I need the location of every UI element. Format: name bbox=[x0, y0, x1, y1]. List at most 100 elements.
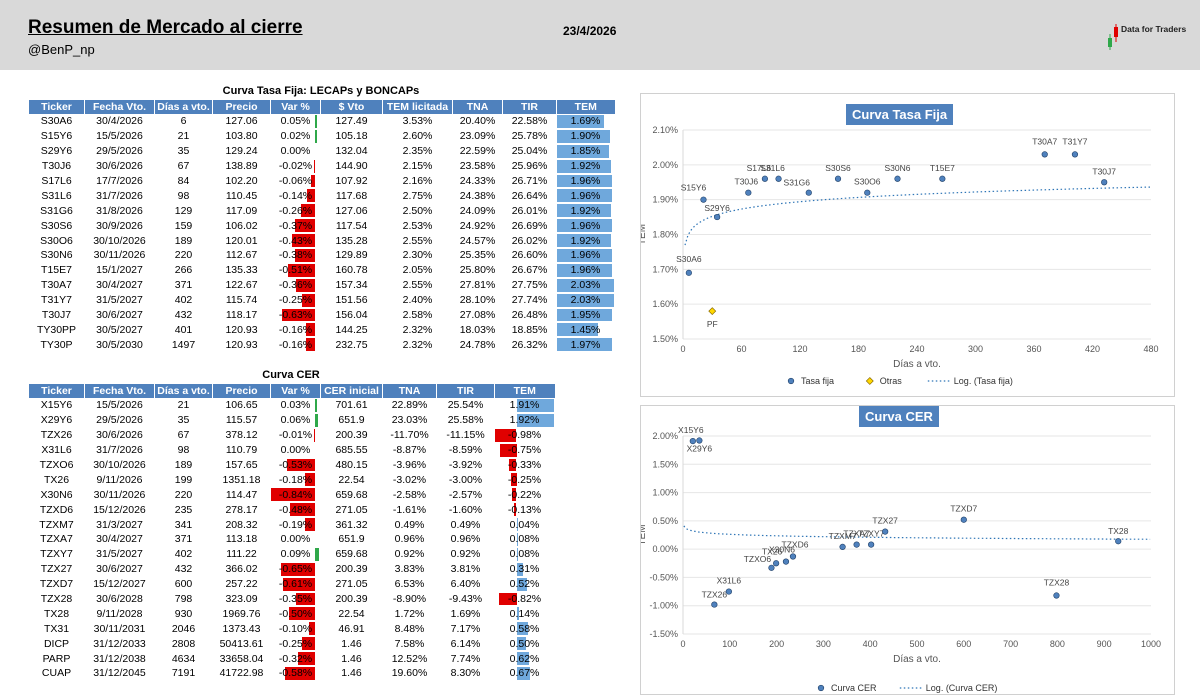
table-cell: 0.31% bbox=[495, 562, 555, 577]
cell-value: 157.65 bbox=[225, 459, 258, 471]
table-cell: 26.02% bbox=[503, 233, 557, 248]
cell-value: -0.38% bbox=[278, 249, 313, 262]
data-label: S31L6 bbox=[760, 163, 785, 173]
table-cell: 23.58% bbox=[453, 159, 503, 174]
table-row: S30N6 30/11/2026 220 112.67 -0.38% 129.89 2.30… bbox=[29, 248, 615, 263]
cell-value: 41722.98 bbox=[219, 667, 264, 680]
table-cell: 106.02 bbox=[213, 218, 271, 233]
cell-value: -0.98% bbox=[507, 429, 542, 442]
x-tick-label: 900 bbox=[1097, 639, 1112, 649]
table1-title: Curva Tasa Fija: LECAPs y BONCAPs bbox=[222, 85, 420, 97]
table-cell: 401 bbox=[155, 322, 213, 337]
cell-value: 0.04% bbox=[509, 518, 540, 531]
cell-value: S31G6 bbox=[40, 204, 73, 217]
table-row: TX28 9/11/2028 930 1969.76 -0.50% 22.54 1.72% 1… bbox=[29, 606, 555, 621]
table-cell: -1.61% bbox=[383, 502, 437, 517]
y-tick-label: 1.70% bbox=[652, 264, 678, 274]
data-point bbox=[714, 213, 721, 221]
x-tick-label: 700 bbox=[1003, 639, 1018, 649]
table-cell: 25.96% bbox=[503, 159, 557, 174]
data-point bbox=[882, 528, 889, 535]
cell-value: 110.45 bbox=[225, 189, 258, 202]
cell-value: -9.43% bbox=[448, 593, 483, 606]
cell-value: -0.16% bbox=[278, 323, 313, 336]
cell-value: 7.17% bbox=[450, 622, 481, 635]
cell-value: 50413.61 bbox=[219, 637, 264, 650]
cell-value: 0.08% bbox=[509, 533, 540, 546]
y-tick-label: 1.80% bbox=[652, 230, 678, 240]
table-cell: -0.82% bbox=[495, 592, 555, 607]
cell-value: 1.90% bbox=[570, 130, 601, 143]
table-cell: 18.03% bbox=[453, 322, 503, 337]
table-cell: 15/12/2026 bbox=[85, 502, 155, 517]
x-tick-label: 1000 bbox=[1141, 639, 1161, 649]
table-cell: 2.32% bbox=[383, 337, 453, 352]
data-label: X15Y6 bbox=[678, 425, 704, 435]
table-cell: 6.53% bbox=[383, 577, 437, 592]
table-cell: 341 bbox=[155, 517, 213, 532]
cell-value: 23.03% bbox=[391, 414, 428, 427]
table-row: S17L6 17/7/2026 84 102.20 -0.06% 107.92 2.16% 2… bbox=[29, 174, 615, 189]
cell-value: -0.82% bbox=[507, 593, 542, 606]
cell-value: -8.59% bbox=[448, 444, 483, 457]
change-bar bbox=[301, 204, 315, 218]
table-cell: 1.90% bbox=[556, 129, 615, 144]
cell-value: 26.32% bbox=[511, 338, 548, 351]
cell-value: 30/6/2026 bbox=[96, 160, 143, 173]
cell-value: 31/7/2026 bbox=[96, 189, 143, 202]
tem-bar bbox=[516, 622, 528, 636]
cell-value: 2.03% bbox=[570, 294, 601, 307]
cell-value: 138.89 bbox=[225, 160, 258, 173]
table-cell: 9/11/2028 bbox=[85, 606, 155, 621]
cell-value: 113.18 bbox=[225, 533, 258, 546]
cell-value: 7.58% bbox=[394, 637, 425, 650]
data-label: T30J7 bbox=[1092, 166, 1116, 176]
cell-value: 120.93 bbox=[225, 338, 258, 351]
cell-value: 30/5/2030 bbox=[96, 338, 143, 351]
cell-value: 27.75% bbox=[511, 279, 548, 292]
table-cell: 21 bbox=[155, 398, 213, 413]
table-cell: 2.60% bbox=[383, 129, 453, 144]
table-cell: 156.04 bbox=[321, 308, 383, 323]
cell-value: 3.53% bbox=[402, 115, 433, 128]
col-header: Fecha Vto. bbox=[84, 100, 155, 114]
cell-value: 0.00% bbox=[280, 145, 311, 158]
table-cell: -0.16% bbox=[271, 322, 321, 337]
table-cell: 2.50% bbox=[383, 203, 453, 218]
table-row: CUAP 31/12/2045 7191 41722.98 -0.58% 1.46 19.6… bbox=[29, 666, 555, 681]
table-cell: S31L6 bbox=[29, 188, 85, 203]
table-cell: 6.14% bbox=[437, 636, 495, 651]
table-cell: -1.60% bbox=[437, 502, 495, 517]
cell-value: -0.61% bbox=[278, 578, 313, 591]
cell-value: 235 bbox=[174, 503, 193, 516]
tem-bar bbox=[516, 667, 530, 680]
cell-value: 651.9 bbox=[338, 533, 365, 546]
table-cell: 30/4/2026 bbox=[85, 114, 155, 129]
table-cell: 105.18 bbox=[321, 129, 383, 144]
cell-value: TZXD7 bbox=[39, 578, 74, 591]
table-cell: 106.65 bbox=[213, 398, 271, 413]
table-cell: -0.32% bbox=[271, 651, 321, 666]
table-cell: 1.97% bbox=[556, 337, 615, 352]
cell-value: 25.96% bbox=[511, 160, 548, 173]
table-cell: 271.05 bbox=[321, 577, 383, 592]
table-row: TZX27 30/6/2027 432 366.02 -0.65% 200.39 3.83%… bbox=[29, 562, 555, 577]
table-row: TZXY7 31/5/2027 402 111.22 0.09% 659.68 0.92% 0… bbox=[29, 547, 555, 562]
table-cell: 2.58% bbox=[383, 308, 453, 323]
cell-value: -0.10% bbox=[278, 622, 313, 635]
cell-value: 30/11/2031 bbox=[93, 622, 146, 635]
cell-value: TZXD6 bbox=[39, 503, 74, 516]
table-row: PARP 31/12/2038 4634 33658.04 -0.32% 1.46 12.5… bbox=[29, 651, 555, 666]
cell-value: 127.06 bbox=[225, 115, 258, 128]
cell-value: 67 bbox=[177, 429, 190, 442]
cell-value: 1.46 bbox=[341, 667, 362, 680]
table-cell: TZX27 bbox=[29, 562, 85, 577]
cell-value: 25.04% bbox=[511, 145, 548, 158]
cell-value: 30/6/2026 bbox=[96, 429, 143, 442]
table-cell: 24.78% bbox=[453, 337, 503, 352]
table-cell: TX31 bbox=[29, 621, 85, 636]
cell-value: 25.80% bbox=[459, 264, 496, 277]
cell-value: 103.80 bbox=[225, 130, 258, 143]
change-bar bbox=[314, 428, 315, 442]
y-tick-label: 2.10% bbox=[652, 125, 678, 135]
